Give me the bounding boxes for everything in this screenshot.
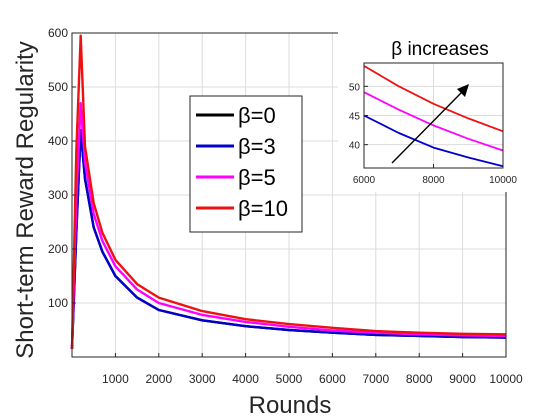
legend-label: β=3 <box>238 134 276 159</box>
x-tick-labels: 1000 2000 3000 4000 5000 6000 7000 8000 9000 1000… <box>102 353 523 386</box>
x-axis-title: Rounds <box>249 392 332 419</box>
y-tick-label: 400 <box>48 134 68 148</box>
y-tick-label: 45 <box>349 112 361 123</box>
x-tick-label: 4000 <box>232 372 259 386</box>
inset-series <box>363 65 504 168</box>
y-tick-label: 600 <box>48 26 68 40</box>
x-tick-label: 6000 <box>319 372 346 386</box>
y-tick-label: 300 <box>48 188 68 202</box>
x-tick-label: 8000 <box>406 372 433 386</box>
legend-label: β=5 <box>238 165 276 190</box>
y-tick-label: 40 <box>349 141 361 152</box>
inset-title: β increases <box>391 39 489 60</box>
inset-x-tick-labels: 6000 8000 10000 <box>353 164 517 186</box>
series-line <box>363 65 504 133</box>
y-axis-title: Short-term Reward Regularity <box>12 41 39 358</box>
inset-chart: 6000 8000 10000 40 45 50 β increases <box>338 30 517 192</box>
inset-y-tick-labels: 40 45 50 <box>349 82 368 152</box>
series-line <box>363 114 504 168</box>
y-tick-label: 500 <box>48 80 68 94</box>
arrow-shaft <box>391 91 463 164</box>
arrow-head-icon <box>457 84 469 97</box>
series-line <box>70 101 507 349</box>
x-tick-label: 1000 <box>102 372 129 386</box>
y-tick-label: 50 <box>349 82 361 93</box>
x-tick-label: 5000 <box>276 372 303 386</box>
x-tick-label: 3000 <box>189 372 216 386</box>
x-tick-label: 10000 <box>489 175 517 186</box>
x-tick-label: 7000 <box>362 372 389 386</box>
x-tick-label: 2000 <box>145 372 172 386</box>
legend: β=0 β=3 β=5 β=10 <box>189 95 303 233</box>
y-tick-label: 200 <box>48 242 68 256</box>
legend-label: β=0 <box>238 103 276 128</box>
series-line <box>70 34 507 349</box>
series-line <box>70 128 507 349</box>
increase-arrow <box>391 84 469 164</box>
y-tick-labels: 100 200 300 400 500 600 <box>48 26 76 310</box>
legend-label: β=10 <box>238 196 288 221</box>
main-series <box>70 34 507 349</box>
series-line <box>363 91 504 152</box>
x-tick-label: 9000 <box>449 372 476 386</box>
y-tick-label: 100 <box>48 296 68 310</box>
x-tick-label: 10000 <box>489 372 523 386</box>
x-tick-label: 6000 <box>353 175 376 186</box>
x-tick-label: 8000 <box>422 175 445 186</box>
inset-background <box>338 30 508 192</box>
